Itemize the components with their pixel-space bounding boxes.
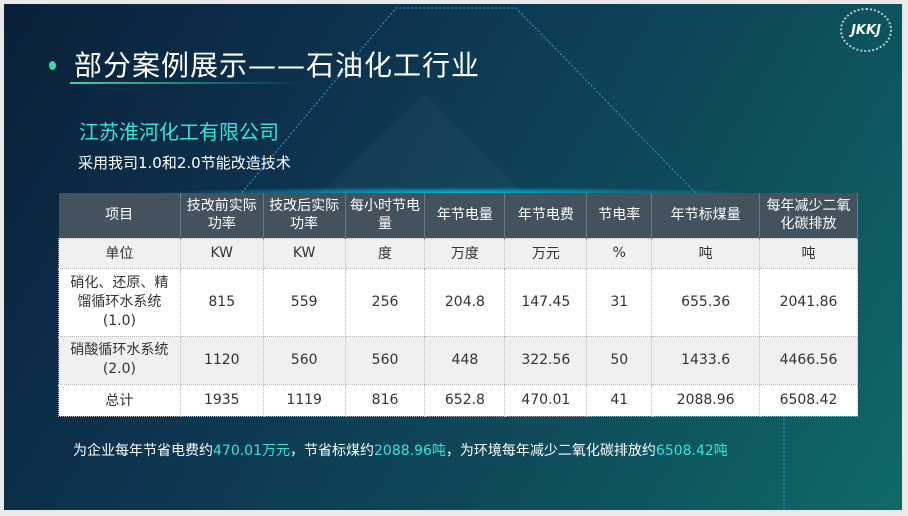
column-header: 技改前实际功率 (180, 193, 264, 238)
table-cell: 1120 (179, 335, 264, 385)
table-cell: 559 (262, 267, 346, 337)
table-cell: 吨 (759, 237, 858, 269)
savings-table: 项目 技改前实际功率 技改后实际功率 每小时节电量 年节电量 年节电费 节电率 年节标煤量 每年… (58, 193, 858, 417)
table-cell: 单位 (58, 237, 181, 269)
summary-value: 470.01万元 (213, 443, 290, 459)
table-cell: 41 (586, 383, 653, 417)
table-cell: 硝化、还原、精馏循环水系统(1.0) (58, 267, 181, 337)
table-cell: 448 (424, 335, 506, 385)
column-header: 每小时节电量 (345, 193, 426, 238)
table-row: 硝酸循环水系统 (2.0) 1120 560 560 448 322.56 50 1433.6… (58, 335, 858, 385)
table-cell: 31 (586, 267, 653, 337)
table-cell: 560 (344, 335, 426, 385)
summary-part: ，为环境每年减少二氧化碳排放约 (445, 443, 656, 459)
table-cell: 50 (586, 335, 653, 385)
table-cell: 度 (344, 237, 426, 269)
table-cell: 1935 (179, 383, 264, 417)
table-cell: 2041.86 (759, 267, 858, 337)
table-cell: 470.01 (504, 383, 588, 417)
table-cell: 硝酸循环水系统 (2.0) (58, 335, 181, 385)
page-title: 部分案例展示——石油化工行业 (74, 49, 481, 82)
table-cell: 147.45 (504, 267, 588, 337)
slide: JKKJ 部分案例展示——石油化工行业 江苏淮河化工有限公司 采用我司1.0和2… (4, 4, 902, 510)
table-cell: % (586, 237, 653, 269)
table-cell: 1433.6 (651, 335, 761, 385)
column-header: 年节电量 (424, 193, 506, 238)
table-cell: 万元 (504, 237, 588, 269)
table-cell: 322.56 (504, 335, 588, 385)
table-cell: 2088.96 (651, 383, 761, 417)
subtitle: 采用我司1.0和2.0节能改造技术 (78, 154, 291, 172)
table-cell: 万度 (424, 237, 506, 269)
column-header: 年节标煤量 (651, 193, 761, 238)
summary-part: ，节省标煤约 (290, 443, 374, 459)
table-header-row: 项目 技改前实际功率 技改后实际功率 每小时节电量 年节电量 年节电费 节电率 年节标煤量 每年… (58, 193, 858, 238)
company-name: 江苏淮河化工有限公司 (79, 120, 279, 144)
column-header: 每年减少二氧化碳排放 (759, 193, 858, 238)
table-cell: 816 (344, 383, 426, 417)
summary-value: 6508.42吨 (655, 443, 728, 459)
title-underline (70, 82, 300, 84)
company-logo: JKKJ (840, 8, 892, 52)
summary-part: 为企业每年节省电费约 (73, 443, 213, 459)
table-cell: 256 (344, 267, 426, 337)
summary-value: 2088.96吨 (374, 443, 446, 459)
table-cell: 吨 (651, 237, 761, 269)
column-header: 项目 (58, 193, 181, 238)
column-header: 年节电费 (504, 193, 588, 238)
column-header: 技改后实际功率 (263, 193, 346, 238)
total-row: 总计 1935 1119 816 652.8 470.01 41 2088.96 6508.42 (58, 383, 858, 417)
table-cell: 4466.56 (759, 335, 858, 385)
table-cell: KW (179, 237, 264, 269)
table-row: 硝化、还原、精馏循环水系统(1.0) 815 559 256 204.8 147.45 31… (58, 267, 858, 337)
title-bullet-icon (49, 61, 56, 70)
table-cell: 总计 (58, 383, 181, 417)
table-cell: 655.36 (651, 267, 761, 337)
table-cell: 652.8 (424, 383, 506, 417)
unit-row: 单位 KW KW 度万度 万元% 吨吨 (58, 237, 858, 269)
table-cell: 815 (179, 267, 264, 337)
summary-text: 为企业每年节省电费约470.01万元，节省标煤约2088.96吨，为环境每年减少… (73, 440, 728, 460)
column-header: 节电率 (586, 193, 653, 238)
table-cell: 204.8 (424, 267, 506, 337)
table-cell: 1119 (262, 383, 346, 417)
table-cell: 6508.42 (759, 383, 858, 417)
table-cell: KW (262, 237, 346, 269)
table-cell: 560 (262, 335, 346, 385)
